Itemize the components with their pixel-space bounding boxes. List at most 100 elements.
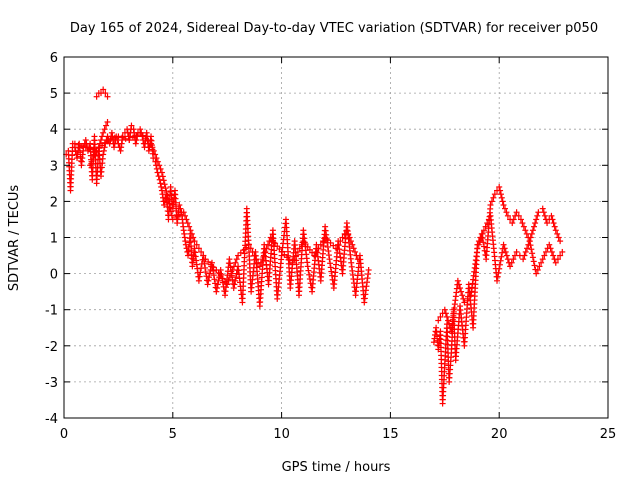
- data-point: [455, 281, 462, 288]
- data-point: [552, 227, 559, 234]
- data-point: [474, 245, 481, 252]
- data-point: [266, 238, 273, 245]
- data-point: [515, 212, 522, 219]
- data-point: [541, 212, 548, 219]
- data-point: [500, 202, 507, 209]
- data-point: [215, 277, 222, 284]
- data-point: [546, 241, 553, 248]
- data-point: [206, 274, 213, 281]
- data-point: [177, 205, 184, 212]
- data-point: [533, 216, 540, 223]
- y-tick-label: 1: [50, 232, 58, 247]
- data-point: [540, 209, 547, 216]
- data-point: [249, 248, 256, 255]
- data-point: [554, 256, 561, 263]
- data-point: [544, 220, 551, 227]
- data-point: [229, 266, 236, 273]
- data-point: [442, 310, 449, 317]
- data-point: [201, 260, 208, 267]
- data-point: [347, 238, 354, 245]
- data-point: [126, 137, 133, 144]
- data-point: [477, 238, 484, 245]
- axis-ticks: 0 5 10 15 20 25 -4 -3 -2 -1 0 1 2 3 4 5 6: [45, 51, 616, 442]
- data-point: [353, 252, 360, 259]
- data-point: [304, 263, 311, 270]
- data-point: [435, 317, 442, 324]
- data-point: [284, 254, 291, 261]
- data-point: [500, 241, 507, 248]
- data-point: [187, 227, 194, 234]
- data-point: [491, 191, 498, 198]
- data-point: [71, 140, 78, 147]
- data-point: [350, 245, 357, 252]
- data-point: [82, 144, 89, 151]
- data-point: [111, 134, 118, 141]
- data-point: [550, 252, 557, 259]
- data-point: [93, 147, 100, 154]
- data-point: [202, 269, 209, 276]
- data-point: [162, 185, 169, 192]
- data-point: [305, 267, 312, 274]
- y-tick-label: 2: [50, 195, 58, 210]
- y-tick-label: 3: [50, 159, 58, 174]
- data-point: [298, 241, 305, 248]
- data-point: [487, 202, 494, 209]
- data-point: [210, 264, 217, 271]
- data-point: [184, 220, 191, 227]
- data-point: [531, 262, 538, 269]
- data-point: [82, 137, 89, 144]
- data-point: [322, 234, 329, 241]
- data-point: [475, 241, 482, 248]
- data-point: [108, 135, 115, 142]
- data-point: [202, 264, 209, 271]
- data-point: [260, 252, 267, 259]
- data-point: [531, 223, 538, 230]
- data-point: [549, 216, 556, 223]
- data-point: [119, 134, 126, 141]
- y-tick-label: 0: [50, 268, 58, 283]
- data-point: [182, 212, 189, 219]
- data-point: [529, 250, 536, 257]
- data-points: [63, 86, 566, 407]
- data-point: [232, 277, 239, 284]
- data-point: [488, 198, 495, 205]
- data-point: [317, 241, 324, 248]
- data-point: [521, 252, 528, 259]
- y-tick-label: -4: [45, 412, 58, 427]
- data-point: [156, 162, 163, 169]
- data-point: [212, 280, 219, 287]
- data-point: [211, 276, 218, 283]
- data-point: [195, 245, 202, 252]
- data-point: [100, 151, 107, 158]
- data-point: [156, 176, 163, 183]
- data-point: [538, 259, 545, 266]
- data-point: [497, 257, 504, 264]
- data-point: [520, 223, 527, 230]
- data-point: [345, 230, 352, 237]
- data-point: [457, 285, 464, 292]
- data-point: [207, 266, 214, 273]
- data-point: [534, 266, 541, 273]
- data-point: [306, 271, 313, 278]
- data-point: [186, 223, 193, 230]
- data-point: [504, 212, 511, 219]
- data-point: [541, 252, 548, 259]
- data-point: [196, 273, 203, 280]
- data-point: [293, 252, 300, 259]
- data-point: [437, 313, 444, 320]
- x-axis-label: GPS time / hours: [282, 460, 391, 475]
- data-point: [142, 135, 149, 142]
- data-point: [184, 248, 191, 255]
- data-point: [152, 151, 159, 158]
- data-point: [490, 194, 497, 201]
- data-point: [497, 187, 504, 194]
- data-point: [163, 189, 170, 196]
- data-point: [441, 306, 448, 313]
- data-point: [182, 241, 189, 248]
- data-point: [214, 281, 221, 288]
- data-point: [533, 270, 540, 277]
- x-tick-label: 25: [600, 427, 617, 442]
- data-point: [539, 256, 546, 263]
- data-point: [503, 252, 510, 259]
- y-tick-label: -2: [45, 340, 58, 355]
